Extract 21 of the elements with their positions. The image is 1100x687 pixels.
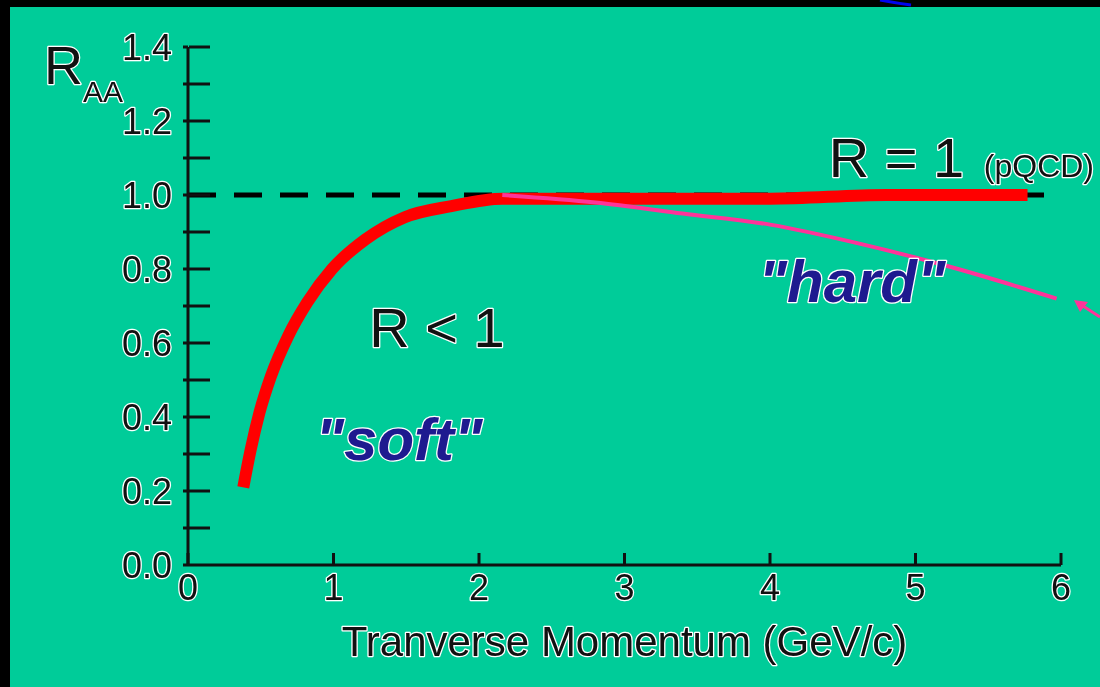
x-tick-label: 5 <box>905 566 926 608</box>
annotation: "soft" <box>315 406 484 473</box>
line-series <box>500 193 1059 301</box>
y-tick-label: 0.0 <box>121 544 172 586</box>
x-tick-label: 3 <box>614 566 635 608</box>
x-tick-label: 6 <box>1050 566 1072 608</box>
x-tick-label: 1 <box>323 566 344 608</box>
y-tick-label: 0.6 <box>121 322 172 364</box>
x-tick-label: 4 <box>759 566 781 608</box>
x-tick-label: 0 <box>177 566 199 608</box>
annotation: "hard" <box>758 248 948 315</box>
y-tick-label: 0.8 <box>121 248 172 290</box>
y-tick-label: 0.2 <box>121 470 172 512</box>
y-axis-title: R$_{AA}$ <box>44 35 124 108</box>
y-tick-label: 1.0 <box>121 174 172 216</box>
annotation: R < 1 <box>369 296 505 359</box>
x-axis-title: Tranverse Momentum (GeV/c) <box>341 618 908 665</box>
y-tick-label: 1.4 <box>121 26 172 68</box>
ref-line-label: R = 1 (pQCD) <box>828 126 1094 189</box>
y-tick-label: 0.4 <box>121 396 172 438</box>
x-tick-label: 2 <box>468 566 490 608</box>
